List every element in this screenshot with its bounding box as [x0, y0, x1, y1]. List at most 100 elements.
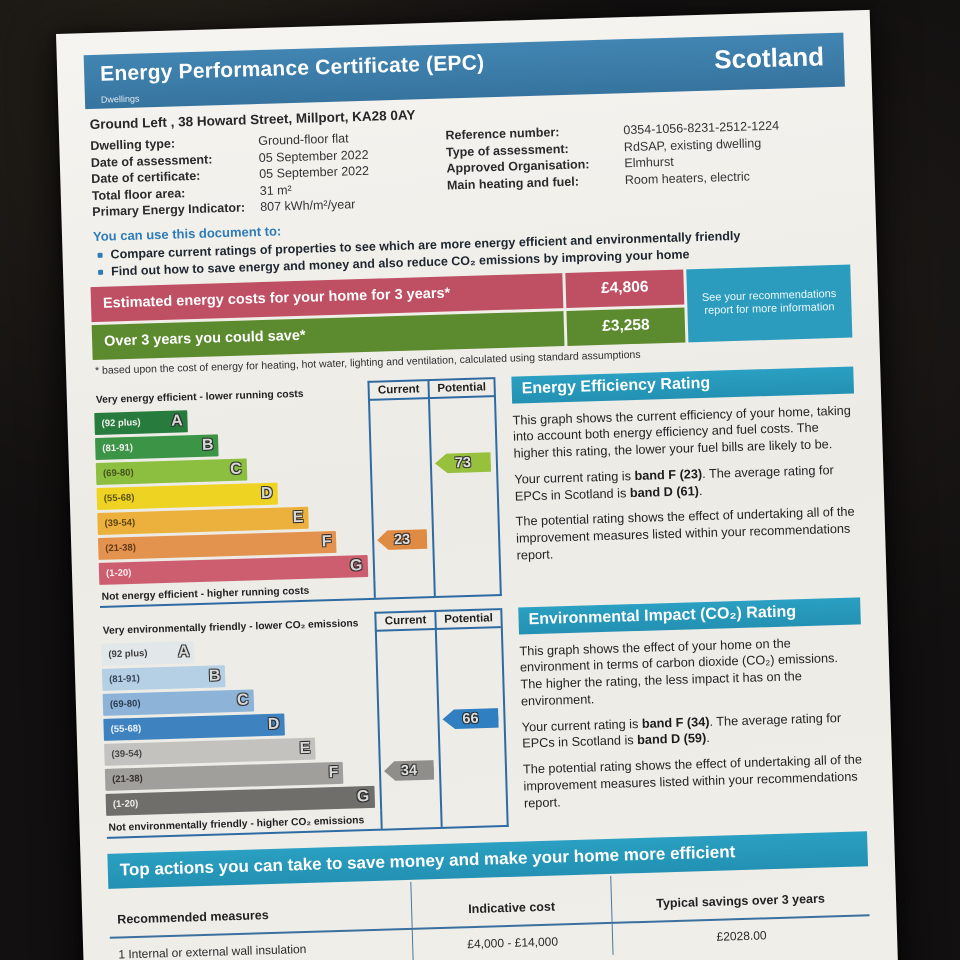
band-bar-a: (92 plus) A	[94, 409, 189, 435]
band-letter: A	[177, 642, 190, 661]
epc-document: Energy Performance Certificate (EPC) Sco…	[56, 9, 900, 960]
paragraph-text: The potential rating shows the effect of…	[515, 505, 855, 563]
chart-column-header-current: Current	[367, 378, 428, 401]
paragraph-text: Your current rating is	[514, 468, 635, 487]
band-letter: A	[170, 411, 183, 430]
page-title: Energy Performance Certificate (EPC)	[99, 51, 485, 86]
paragraph-text: Your current rating is	[521, 716, 643, 735]
band-range-label: (55-68)	[103, 491, 135, 504]
section-paragraph: This graph shows the effect of your home…	[519, 633, 863, 710]
paragraph-text: The potential rating shows the effect of…	[522, 752, 863, 811]
section-paragraph: This graph shows the current efficiency …	[512, 402, 855, 463]
band-range-label: (39-54)	[111, 747, 143, 760]
band-range-label: (1-20)	[105, 567, 132, 579]
band-bar-e: (39-54) E	[97, 506, 309, 535]
band-range-label: (39-54)	[104, 516, 136, 529]
detail-label: Primary Energy Indicator:	[92, 200, 246, 219]
chart-column-header-current: Current	[374, 609, 435, 632]
recommendations-note: See your recommendations report for more…	[686, 264, 853, 342]
band-letter: F	[328, 763, 339, 781]
band-bar-c: (69-80) C	[102, 688, 254, 716]
current-rating-arrow: 34	[384, 760, 435, 781]
property-details: Dwelling type: Ground-floor flat Date of …	[90, 116, 848, 221]
band-range-label: (92 plus)	[108, 647, 148, 660]
band-bar-d: (55-68) D	[103, 713, 285, 741]
environmental-impact-section: Very environmentally friendly - lower CO…	[100, 596, 866, 839]
potential-rating-arrow: 66	[442, 708, 499, 730]
bullet-icon	[98, 269, 104, 275]
band-letter: G	[349, 556, 363, 575]
band-bar-b: (81-91) B	[101, 664, 226, 691]
paragraph-text: This graph shows the effect of your home…	[519, 635, 839, 709]
band-letter: E	[292, 508, 304, 526]
rating-bands: (92 plus) A (81-91) B (69-80) C (55-68) D (39-54…	[94, 400, 373, 587]
section-paragraph: The potential rating shows the effect of…	[523, 752, 866, 813]
band-bar-f: (21-38) F	[104, 761, 344, 791]
energy-efficiency-section: Very energy efficient - lower running co…	[93, 365, 860, 608]
energy-efficiency-chart: Very energy efficient - lower running co…	[93, 376, 502, 608]
cost-row-value: £4,806	[565, 268, 685, 308]
band-letter: C	[236, 691, 249, 709]
paragraph-text: This graph shows the current efficiency …	[512, 403, 851, 461]
band-range-label: (69-80)	[102, 466, 134, 479]
average-rating-text: band D (59)	[636, 731, 707, 748]
section-paragraph: The potential rating shows the effect of…	[515, 504, 858, 565]
paragraph-text: .	[706, 731, 710, 746]
section-title: Energy Efficiency Rating	[511, 365, 855, 404]
potential-column-footer	[440, 806, 507, 827]
details-left-column: Dwelling type: Ground-floor flat Date of …	[90, 127, 448, 220]
band-letter: E	[299, 739, 311, 757]
band-letter: B	[208, 666, 221, 685]
chart-column-header-potential: Potential	[434, 607, 501, 630]
details-right-column: Reference number: 0354-1056-8231-2512-122…	[445, 116, 848, 210]
current-column-footer	[373, 577, 434, 598]
band-range-label: (55-68)	[110, 722, 142, 735]
band-letter: C	[229, 460, 242, 478]
energy-efficiency-panel: Energy Efficiency Rating This graph show…	[511, 365, 859, 595]
chart-column-header-potential: Potential	[427, 376, 494, 399]
column-header: Typical savings over 3 years	[610, 867, 870, 922]
band-range-label: (1-20)	[112, 797, 139, 810]
paragraph-text: .	[698, 483, 703, 498]
header-subtitle: Dwellings	[100, 93, 140, 105]
region-label: Scotland	[713, 41, 825, 75]
band-letter: D	[260, 484, 273, 502]
chart-body: (92 plus) A (81-91) B (69-80) C (55-68) D (39-54…	[94, 396, 500, 588]
environmental-impact-chart: Very environmentally friendly - lower CO…	[100, 607, 509, 839]
band-bar-a: (92 plus) A	[101, 640, 195, 666]
band-letter: D	[267, 715, 280, 733]
band-range-label: (81-91)	[102, 441, 134, 454]
band-letter: F	[321, 532, 332, 550]
band-range-label: (92 plus)	[101, 416, 141, 429]
average-rating-text: band D (61)	[629, 483, 700, 500]
potential-column: 73	[427, 396, 500, 578]
band-bar-f: (21-38) F	[97, 530, 337, 560]
band-bar-c: (69-80) C	[95, 458, 248, 485]
chart-body: (92 plus) A (81-91) B (69-80) C (55-68) D (39-54…	[101, 627, 507, 819]
current-rating-text: band F (23)	[634, 466, 703, 483]
column-header: Recommended measures	[117, 907, 269, 927]
environmental-impact-panel: Environmental Impact (CO₂) Rating This g…	[518, 596, 866, 826]
band-letter: G	[356, 787, 370, 805]
band-range-label: (69-80)	[109, 697, 141, 710]
current-column: 34	[374, 629, 441, 811]
band-bar-b: (81-91) B	[94, 433, 219, 460]
current-column-footer	[380, 808, 441, 829]
potential-column-footer	[433, 575, 500, 596]
savings-cell: £2028.00	[611, 915, 871, 955]
potential-column: 66	[434, 627, 507, 809]
current-rating-arrow: 23	[377, 529, 428, 550]
cost-row-value: £3,258	[566, 306, 686, 346]
band-range-label: (21-38)	[111, 772, 143, 785]
rating-bands: (92 plus) A (81-91) B (69-80) C (55-68) D (39-54…	[101, 631, 380, 818]
section-paragraph: Your current rating is band F (23). The …	[514, 461, 857, 505]
cost-cell: £4,000 - £14,000	[411, 923, 613, 960]
current-column: 23	[368, 398, 434, 580]
section-paragraph: Your current rating is band F (34). The …	[522, 709, 865, 753]
bullet-icon	[97, 252, 103, 258]
current-rating-text: band F (34)	[641, 714, 710, 731]
band-range-label: (21-38)	[105, 541, 137, 554]
potential-rating-arrow: 73	[435, 452, 492, 474]
band-range-label: (81-91)	[109, 672, 140, 685]
